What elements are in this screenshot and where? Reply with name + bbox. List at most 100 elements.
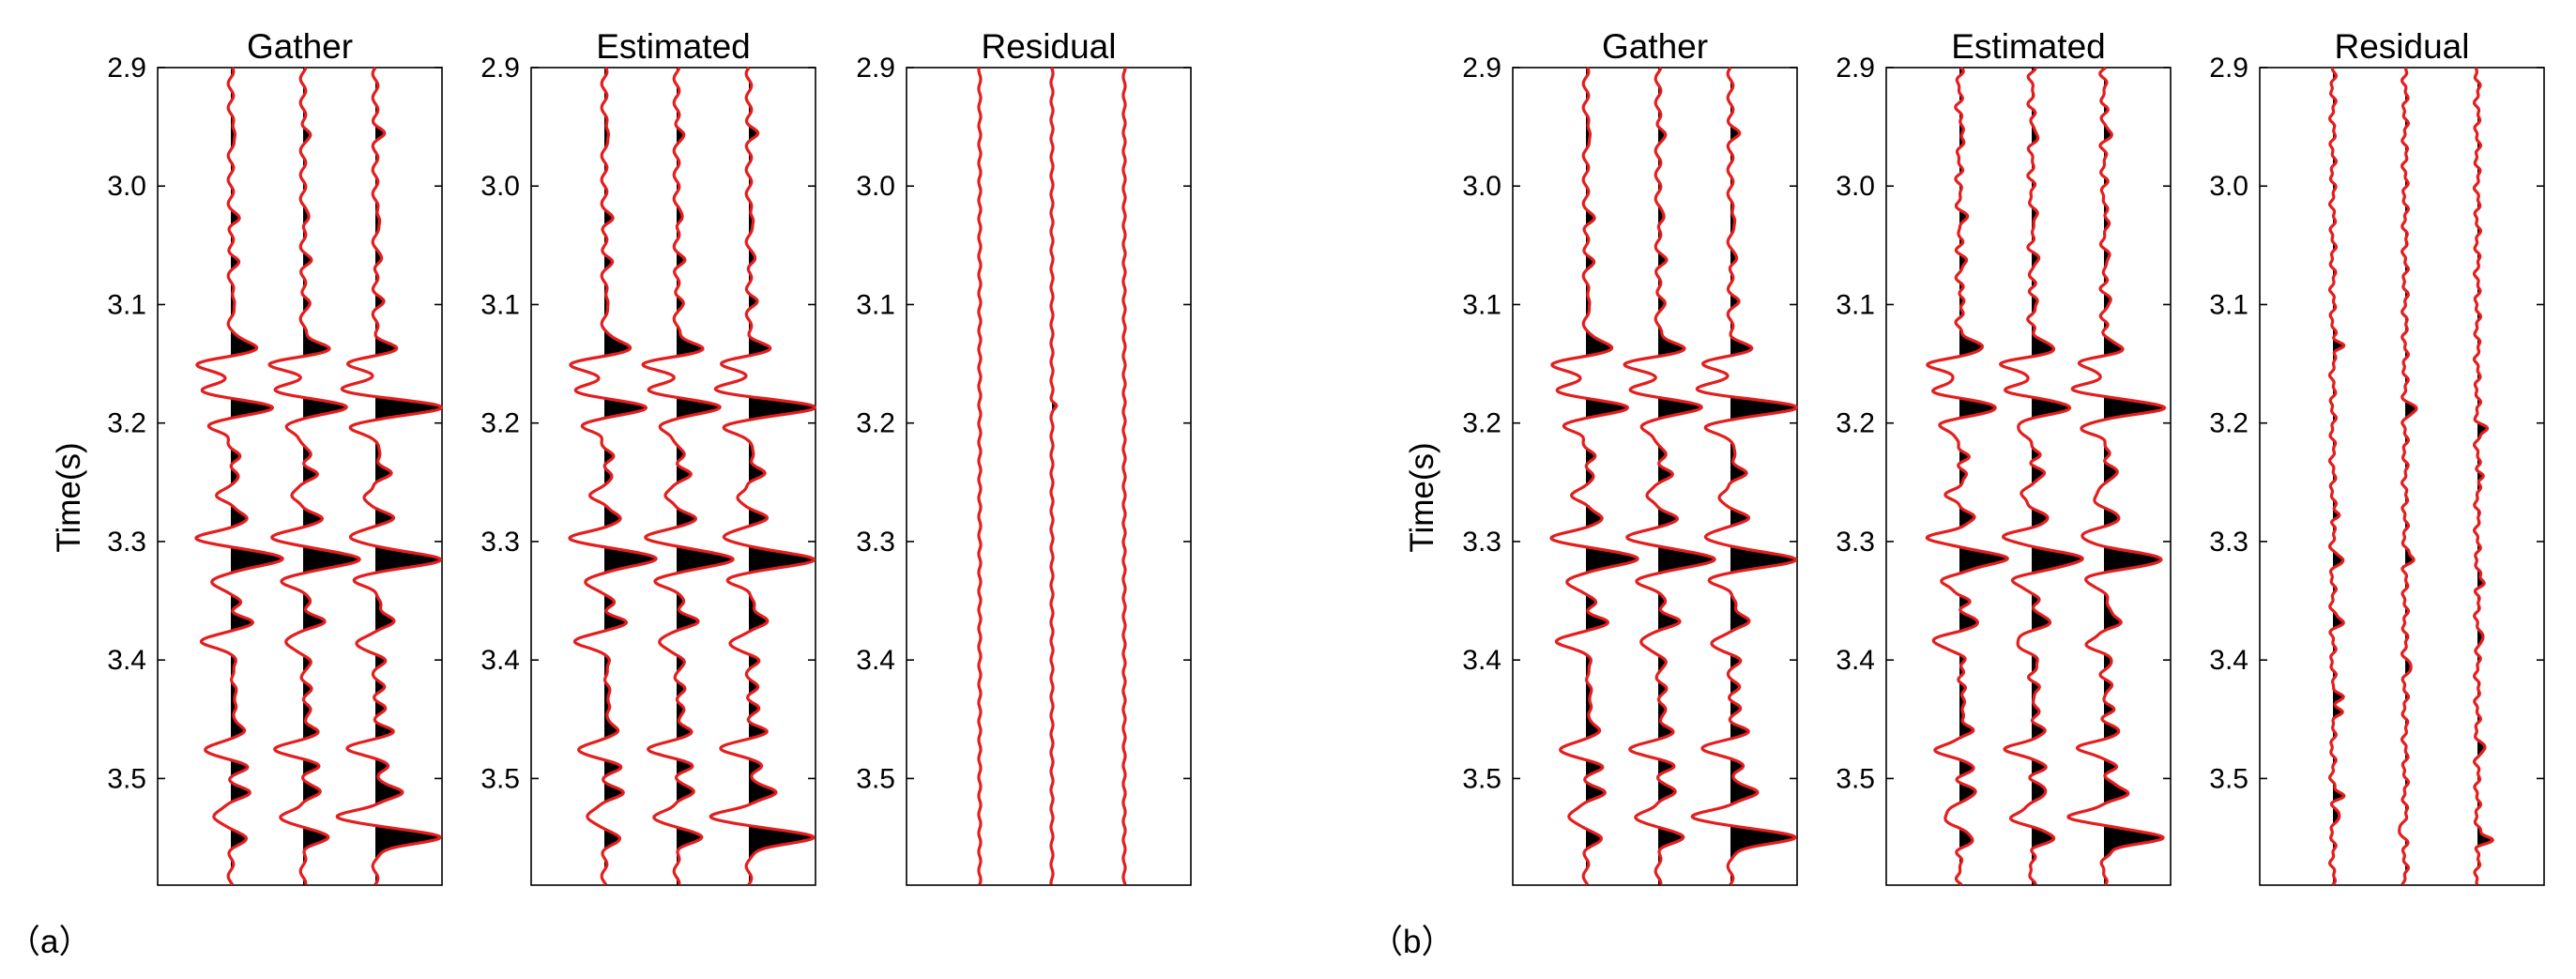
y-tick-label: 3.2 xyxy=(1462,408,1501,439)
wiggle-fill xyxy=(2032,827,2054,849)
panel-label-a: （a） xyxy=(8,924,91,960)
y-tick-label: 3.5 xyxy=(2209,763,2248,794)
subplot-b-estimated: Estimated 2.9 3.0 3.1 3.2 3.3 3.4 3.5 xyxy=(1836,27,2172,886)
y-tick-label: 3.0 xyxy=(2209,171,2248,202)
wiggle-trace-3 xyxy=(2472,67,2494,886)
wiggle-fill xyxy=(2333,339,2344,352)
y-tick-label: 2.9 xyxy=(1836,53,1875,84)
y-tick-label: 3.3 xyxy=(107,527,146,558)
wiggle-fill xyxy=(2104,397,2165,420)
y-axis-label-b: Time(s) xyxy=(1404,442,1440,552)
y-tick-label: 3.4 xyxy=(107,645,146,676)
subplot-title: Gather xyxy=(1602,27,1708,66)
wiggle-trace-3 xyxy=(709,67,816,886)
wiggle-trace-3 xyxy=(335,67,443,886)
wiggle-trace-2 xyxy=(641,67,735,886)
wiggle-trace-1 xyxy=(2327,67,2346,886)
wiggle-fill xyxy=(604,595,627,630)
wiggle-fill xyxy=(303,546,360,574)
y-tick-label: 3.0 xyxy=(1836,171,1875,202)
y-axis-label-a: Time(s) xyxy=(51,442,87,552)
wiggle-fill xyxy=(375,545,441,573)
subplot-a-residual: Residual 2.9 3.0 3.1 3.2 3.3 3.4 3.5 xyxy=(856,27,1192,886)
wiggle-fill xyxy=(2104,593,2122,630)
y-tick-label: 3.2 xyxy=(1836,408,1875,439)
y-tick-label: 3.4 xyxy=(1462,645,1501,676)
y-tick-label: 3.5 xyxy=(1836,763,1875,794)
y-tick-label: 3.4 xyxy=(1836,645,1875,676)
y-tick-label: 3.4 xyxy=(2209,645,2248,676)
wiggle-fill xyxy=(1658,546,1715,574)
wiggle-trace-2 xyxy=(267,67,361,886)
wiggle-trace-1 xyxy=(977,67,983,886)
wiggle-trace-2 xyxy=(1999,67,2084,886)
y-tick-label: 3.0 xyxy=(1462,171,1501,202)
wiggle-fill xyxy=(303,327,329,356)
y-tick-label: 3.1 xyxy=(1836,289,1875,320)
y-tick-label: 2.9 xyxy=(2209,53,2248,84)
wiggle-fill xyxy=(677,546,734,574)
wiggle-trace-1 xyxy=(568,67,658,886)
y-tick-label: 3.0 xyxy=(107,171,146,202)
y-tick-label: 3.1 xyxy=(480,289,520,320)
wiggle-trace-3 xyxy=(1690,67,1798,886)
y-tick-label: 3.3 xyxy=(1836,527,1875,558)
wiggle-trace-1 xyxy=(1549,67,1639,886)
wiggle-fill xyxy=(231,783,251,802)
y-tick-label: 3.4 xyxy=(856,645,895,676)
y-tick-label: 3.3 xyxy=(2209,527,2248,558)
y-tick-label: 3.5 xyxy=(1462,763,1501,794)
wiggle-fill xyxy=(604,829,620,849)
y-tick-label: 2.9 xyxy=(1462,53,1501,84)
wiggle-fill xyxy=(303,781,321,802)
y-tick-label: 3.1 xyxy=(107,289,146,320)
wiggle-fill xyxy=(1586,546,1639,573)
wiggle-fill xyxy=(1959,329,1983,356)
wiggle-fill xyxy=(1586,829,1602,849)
y-tick-label: 3.3 xyxy=(1462,527,1501,558)
wiggle-fill xyxy=(2032,397,2070,418)
subplot-title: Estimated xyxy=(596,27,751,66)
y-tick-label: 3.1 xyxy=(856,289,895,320)
y-tick-label: 3.3 xyxy=(480,527,520,558)
subplot-title: Residual xyxy=(2335,27,2470,66)
wiggle-fill xyxy=(1586,783,1606,802)
wiggle-fill xyxy=(303,252,312,268)
y-tick-label: 3.5 xyxy=(107,763,146,794)
wiggle-fill xyxy=(677,252,685,268)
y-tick-label: 3.5 xyxy=(480,763,520,794)
wiggle-fill xyxy=(231,829,247,849)
y-tick-label: 2.9 xyxy=(856,53,895,84)
wiggle-fill xyxy=(1959,507,1974,528)
y-tick-label: 3.0 xyxy=(480,171,520,202)
wiggle-fill xyxy=(604,546,657,573)
wiggle-fill xyxy=(1658,781,1676,802)
wiggle-trace-3 xyxy=(1121,67,1127,886)
panel-label-b: （b） xyxy=(1370,924,1454,960)
y-tick-label: 3.4 xyxy=(480,645,520,676)
wiggle-fill xyxy=(2104,336,2123,355)
subplot-title: Residual xyxy=(982,27,1117,66)
wiggle-fill xyxy=(677,781,694,802)
wiggle-trace-1 xyxy=(194,67,284,886)
y-tick-label: 3.1 xyxy=(1462,289,1501,320)
wiggle-fill xyxy=(749,545,815,573)
wiggle-trace-2 xyxy=(1623,67,1716,886)
plot-frame xyxy=(1512,67,1798,886)
y-tick-label: 3.2 xyxy=(2209,408,2248,439)
wiggle-trace-3 xyxy=(2066,66,2167,886)
plot-frame xyxy=(2259,67,2545,886)
wiggle-fill xyxy=(2104,546,2161,573)
subplot-a-gather: Gather 2.9 3.0 3.1 3.2 3.3 3.4 3.5 xyxy=(107,27,443,886)
y-tick-label: 3.3 xyxy=(856,527,895,558)
subplot-title: Gather xyxy=(247,27,353,66)
subplot-title: Estimated xyxy=(1951,27,2106,66)
plot-frame xyxy=(906,67,1192,886)
wiggle-trace-1 xyxy=(1925,66,2009,886)
subplot-b-residual: Residual 2.9 3.0 3.1 3.2 3.3 3.4 3.5 xyxy=(2209,27,2545,886)
subplot-a-estimated: Estimated 2.9 3.0 3.1 3.2 3.3 3.4 3.5 xyxy=(480,27,816,886)
y-tick-label: 3.0 xyxy=(856,171,895,202)
y-tick-label: 2.9 xyxy=(107,53,146,84)
wiggle-fill xyxy=(1658,252,1667,268)
